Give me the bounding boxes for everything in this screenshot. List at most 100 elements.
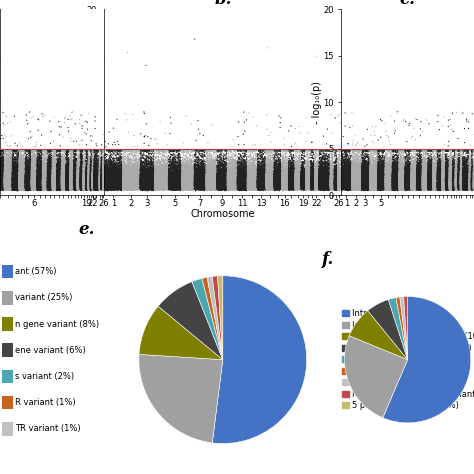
Point — [27, 171, 35, 178]
Point — [401, 182, 408, 190]
Point — [207, 175, 215, 183]
Point — [16, 175, 23, 183]
Point — [354, 176, 362, 184]
Point — [347, 173, 355, 180]
Point — [360, 175, 368, 182]
Point — [456, 179, 464, 186]
Point — [27, 149, 35, 156]
Point — [459, 181, 466, 188]
Point — [419, 176, 427, 184]
Point — [58, 181, 66, 189]
Point — [250, 174, 258, 182]
Point — [333, 179, 340, 186]
Point — [368, 176, 375, 184]
Point — [181, 173, 188, 181]
Point — [332, 167, 339, 175]
Point — [290, 169, 298, 177]
Point — [30, 182, 38, 189]
Point — [397, 171, 404, 178]
Point — [87, 177, 94, 184]
Point — [0, 183, 1, 191]
Point — [86, 171, 93, 178]
Point — [292, 147, 299, 155]
Point — [469, 165, 474, 173]
Point — [26, 180, 33, 187]
Point — [273, 176, 280, 184]
Point — [438, 180, 446, 187]
Point — [446, 182, 454, 190]
Point — [423, 180, 431, 188]
Point — [380, 173, 387, 180]
Point — [371, 177, 379, 185]
Point — [298, 174, 306, 182]
Point — [328, 173, 336, 181]
Point — [214, 175, 221, 183]
Point — [115, 176, 123, 184]
Point — [335, 166, 342, 174]
Point — [65, 176, 73, 184]
Point — [351, 178, 359, 185]
Point — [432, 171, 439, 179]
Point — [416, 179, 423, 186]
Point — [82, 179, 90, 186]
Point — [371, 161, 379, 168]
Point — [304, 172, 311, 180]
Point — [71, 157, 79, 164]
Point — [46, 180, 53, 188]
Point — [7, 174, 14, 182]
Point — [323, 181, 330, 189]
Point — [86, 179, 93, 186]
Point — [68, 164, 75, 171]
Point — [75, 176, 83, 183]
Point — [107, 185, 114, 193]
Point — [393, 178, 401, 186]
Point — [7, 180, 15, 187]
Point — [55, 167, 63, 174]
Point — [108, 168, 115, 176]
Point — [59, 176, 67, 183]
Point — [24, 179, 32, 186]
Point — [0, 184, 6, 191]
Point — [229, 168, 237, 176]
Point — [368, 183, 376, 191]
Point — [136, 164, 143, 172]
Point — [159, 178, 167, 186]
Point — [406, 174, 414, 182]
Point — [387, 178, 395, 186]
Point — [131, 174, 139, 182]
Point — [87, 182, 95, 190]
Point — [300, 184, 307, 192]
Point — [64, 166, 72, 174]
Point — [328, 176, 336, 183]
Point — [66, 180, 74, 188]
Point — [447, 180, 454, 187]
Point — [97, 168, 105, 175]
Point — [19, 181, 27, 189]
Point — [103, 173, 110, 181]
Point — [439, 167, 447, 175]
Point — [372, 171, 379, 179]
Point — [453, 165, 461, 173]
Point — [55, 176, 63, 183]
Point — [58, 174, 65, 182]
Point — [353, 178, 361, 186]
Point — [232, 164, 240, 172]
Point — [141, 173, 148, 181]
Point — [65, 178, 73, 185]
Point — [351, 172, 358, 180]
Point — [238, 179, 246, 186]
Point — [273, 178, 281, 185]
Point — [303, 181, 310, 189]
Point — [426, 179, 434, 186]
Point — [458, 179, 465, 187]
Point — [416, 186, 423, 194]
Point — [257, 173, 265, 180]
Point — [0, 172, 6, 180]
Point — [390, 164, 397, 172]
Point — [82, 172, 89, 179]
Point — [328, 166, 336, 174]
Point — [214, 182, 222, 189]
Point — [343, 178, 350, 186]
Point — [249, 183, 257, 191]
Point — [277, 179, 284, 186]
